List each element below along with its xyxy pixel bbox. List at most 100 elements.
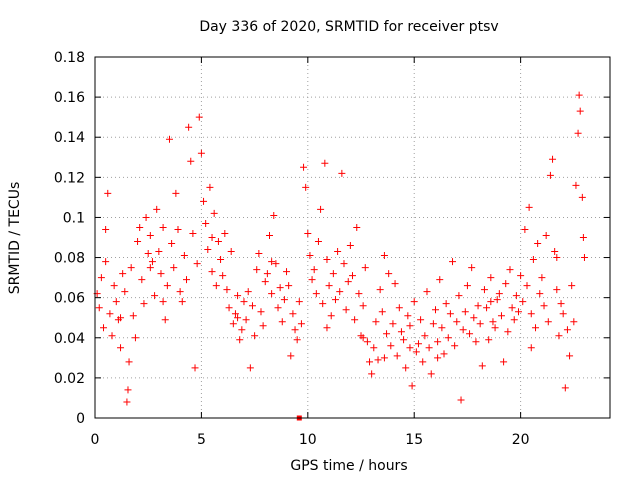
data-point (406, 344, 414, 352)
y-tick-label: 0.12 (54, 170, 85, 186)
data-point (495, 290, 503, 298)
data-point (566, 352, 574, 360)
data-point (117, 344, 125, 352)
data-point (314, 238, 322, 246)
data-point (263, 270, 271, 278)
data-point (221, 229, 229, 237)
data-point (266, 231, 274, 239)
data-point (519, 298, 527, 306)
data-point (185, 123, 193, 131)
y-tick-label: 0.02 (54, 371, 85, 387)
y-tick-label: 0.04 (54, 331, 85, 347)
data-point (372, 318, 380, 326)
data-point (502, 280, 510, 288)
data-point (349, 272, 356, 280)
data-point (474, 302, 482, 310)
data-point (378, 308, 386, 316)
data-point (427, 370, 435, 378)
data-point (170, 264, 178, 272)
data-point (476, 320, 484, 328)
data-point (451, 342, 459, 350)
data-point (276, 284, 284, 292)
data-point (251, 332, 259, 340)
data-point (406, 322, 414, 330)
data-point (168, 240, 176, 248)
data-point (414, 340, 422, 348)
data-point (508, 304, 516, 312)
data-point (346, 242, 354, 250)
data-point (242, 316, 250, 324)
data-point (231, 310, 239, 318)
data-point (259, 322, 267, 330)
data-point (187, 157, 195, 165)
data-point (323, 324, 331, 332)
data-points (93, 91, 588, 421)
data-point (100, 324, 108, 332)
data-point (455, 292, 463, 300)
data-point (291, 326, 299, 334)
data-point (523, 282, 531, 290)
data-point (576, 107, 584, 115)
chart-title: Day 336 of 2020, SRMTID for receiver pts… (199, 19, 498, 35)
data-point (368, 370, 376, 378)
data-point (131, 334, 139, 342)
data-point (570, 318, 578, 326)
data-point (510, 316, 518, 324)
data-point (300, 163, 308, 171)
data-point (219, 272, 227, 280)
data-point (159, 223, 167, 231)
data-point (161, 316, 169, 324)
data-point (146, 231, 154, 239)
data-point (580, 254, 588, 262)
data-point (544, 318, 552, 326)
y-tick-label: 0.16 (54, 90, 85, 106)
data-point (483, 304, 491, 312)
data-point (95, 304, 103, 312)
data-point (248, 302, 256, 310)
data-point (165, 135, 173, 143)
data-point (261, 278, 269, 286)
data-point (129, 312, 137, 320)
grid (95, 57, 610, 418)
data-point (123, 398, 131, 406)
data-point (285, 282, 293, 290)
data-point (204, 246, 212, 254)
data-point (397, 328, 405, 336)
data-point (312, 290, 320, 298)
data-point (225, 304, 233, 312)
data-point (532, 324, 540, 332)
data-point (480, 286, 488, 294)
plot-frame (94, 56, 611, 419)
data-point (446, 310, 454, 318)
data-point (538, 274, 546, 282)
data-point (102, 258, 110, 266)
data-point (153, 205, 161, 213)
data-point (210, 209, 218, 217)
data-point (393, 352, 401, 360)
data-point (206, 183, 214, 191)
data-point (408, 382, 416, 390)
data-point (500, 358, 508, 366)
data-point (478, 362, 486, 370)
x-tick-label: 10 (299, 432, 317, 448)
data-point (370, 344, 378, 352)
data-point (112, 298, 120, 306)
data-point (527, 310, 535, 318)
y-tick-label: 0.06 (54, 291, 85, 307)
data-point (453, 318, 461, 326)
data-point (283, 268, 291, 276)
data-point (521, 225, 529, 233)
data-point (121, 288, 129, 296)
data-point (517, 272, 525, 280)
data-point (466, 330, 474, 338)
y-tick-label: 0 (76, 411, 85, 427)
data-point (297, 320, 305, 328)
data-point (200, 197, 208, 205)
data-point (255, 250, 263, 258)
data-point (536, 290, 544, 298)
data-point (151, 292, 159, 300)
data-point (472, 338, 480, 346)
data-point (240, 298, 248, 306)
data-point (208, 268, 216, 276)
data-point (546, 171, 554, 179)
